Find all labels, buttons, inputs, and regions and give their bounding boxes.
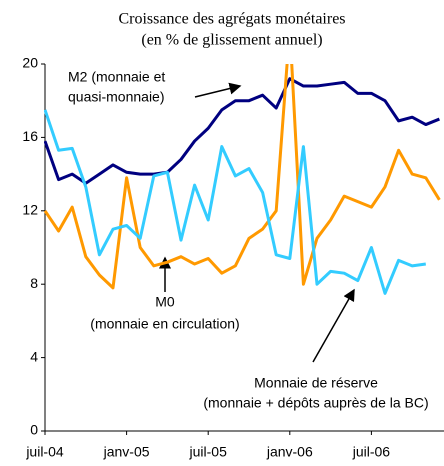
- y-tick-label: 4: [30, 348, 38, 364]
- annotation: M2 (monnaie et: [68, 69, 165, 85]
- x-tick-label: janv-06: [266, 444, 313, 460]
- annotation: quasi-monnaie): [68, 89, 165, 105]
- chart-subtitle: (en % de glissement annuel): [141, 32, 322, 49]
- y-tick-label: 20: [22, 55, 38, 71]
- annotation: (monnaie en circulation): [90, 316, 239, 332]
- arrow: [312, 288, 355, 363]
- x-tick-label: juil-05: [189, 444, 228, 460]
- line-series: [44, 64, 441, 290]
- annotation: Monnaie de réserve: [254, 375, 378, 391]
- y-tick-label: 12: [22, 202, 38, 218]
- arrow: [194, 82, 242, 98]
- y-tick-label: 0: [30, 422, 38, 438]
- annotation: M0: [155, 294, 175, 310]
- y-tick-label: 16: [22, 128, 38, 144]
- chart-title: Croissance des agrégats monétaires: [118, 11, 345, 28]
- plot-area: [44, 64, 441, 295]
- line-series: [44, 77, 440, 185]
- y-tick-label: 8: [30, 275, 38, 291]
- annotation: (monnaie + dépôts auprès de la BC): [203, 395, 428, 411]
- x-tick-label: juil-04: [25, 444, 64, 460]
- line-series: [44, 109, 427, 295]
- x-tick-label: janv-05: [103, 444, 150, 460]
- x-tick-label: juil-06: [352, 444, 391, 460]
